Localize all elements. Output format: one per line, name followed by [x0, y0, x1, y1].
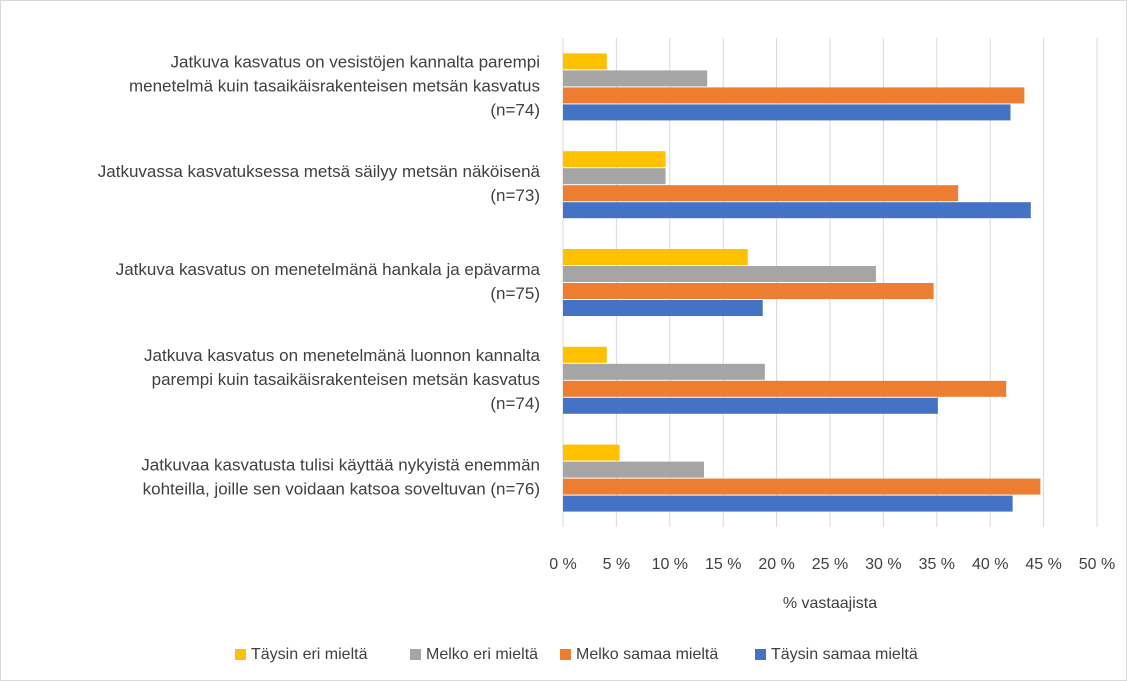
category-label: kohteilla, joille sen voidaan katsoa sov… [143, 480, 540, 499]
category-label: Jatkuvaa kasvatusta tulisi käyttää nykyi… [141, 456, 540, 475]
bar [563, 495, 1013, 512]
category-label: parempi kuin tasaikäisrakenteisen metsän… [152, 370, 540, 389]
bar [563, 266, 876, 282]
category-label: Jatkuva kasvatus on vesistöjen kannalta … [171, 52, 540, 71]
legend-swatch [755, 649, 766, 660]
x-tick-label: 30 % [865, 556, 901, 573]
category-label: (n=75) [490, 284, 540, 303]
bar [563, 87, 1025, 104]
category-label: Jatkuvassa kasvatuksessa metsä säilyy me… [98, 162, 541, 181]
x-tick-label: 35 % [919, 556, 955, 573]
bar [563, 70, 708, 87]
category-label: Jatkuva kasvatus on menetelmänä luonnon … [144, 346, 541, 365]
legend-swatch [560, 649, 571, 660]
x-tick-label: 50 % [1079, 556, 1115, 573]
category-label: (n=73) [490, 186, 540, 205]
bar [563, 363, 765, 380]
legend-label: Melko samaa mieltä [576, 646, 718, 663]
bar [563, 104, 1011, 121]
x-tick-label: 10 % [652, 556, 688, 573]
bar [563, 168, 666, 185]
bar [563, 185, 959, 202]
x-tick-label: 0 % [549, 556, 577, 573]
x-tick-label: 15 % [705, 556, 741, 573]
bar [563, 53, 607, 70]
legend-label: Melko eri mieltä [426, 646, 538, 663]
bar [563, 478, 1041, 495]
bar [563, 461, 704, 478]
legend-label: Täysin eri mieltä [251, 646, 368, 663]
category-label: Jatkuva kasvatus on menetelmänä hankala … [116, 260, 541, 279]
bar [563, 380, 1007, 397]
bar [563, 397, 938, 414]
bar [563, 283, 934, 299]
bar [563, 444, 620, 461]
x-tick-label: 40 % [972, 556, 1008, 573]
x-tick-label: 45 % [1025, 556, 1061, 573]
legend-swatch [410, 649, 421, 660]
legend-swatch [235, 649, 246, 660]
x-tick-label: 20 % [758, 556, 794, 573]
x-axis-title: % vastaajista [783, 595, 877, 612]
category-label: (n=74) [490, 100, 540, 119]
x-tick-label: 25 % [812, 556, 848, 573]
bar [563, 202, 1031, 219]
bar [563, 300, 763, 316]
category-label: menetelmä kuin tasaikäisrakenteisen mets… [129, 76, 540, 95]
bar [563, 346, 607, 363]
x-tick-label: 5 % [603, 556, 631, 573]
bar [563, 249, 748, 265]
category-label: (n=74) [490, 394, 540, 413]
bar [563, 151, 666, 168]
legend-label: Täysin samaa mieltä [771, 646, 918, 663]
